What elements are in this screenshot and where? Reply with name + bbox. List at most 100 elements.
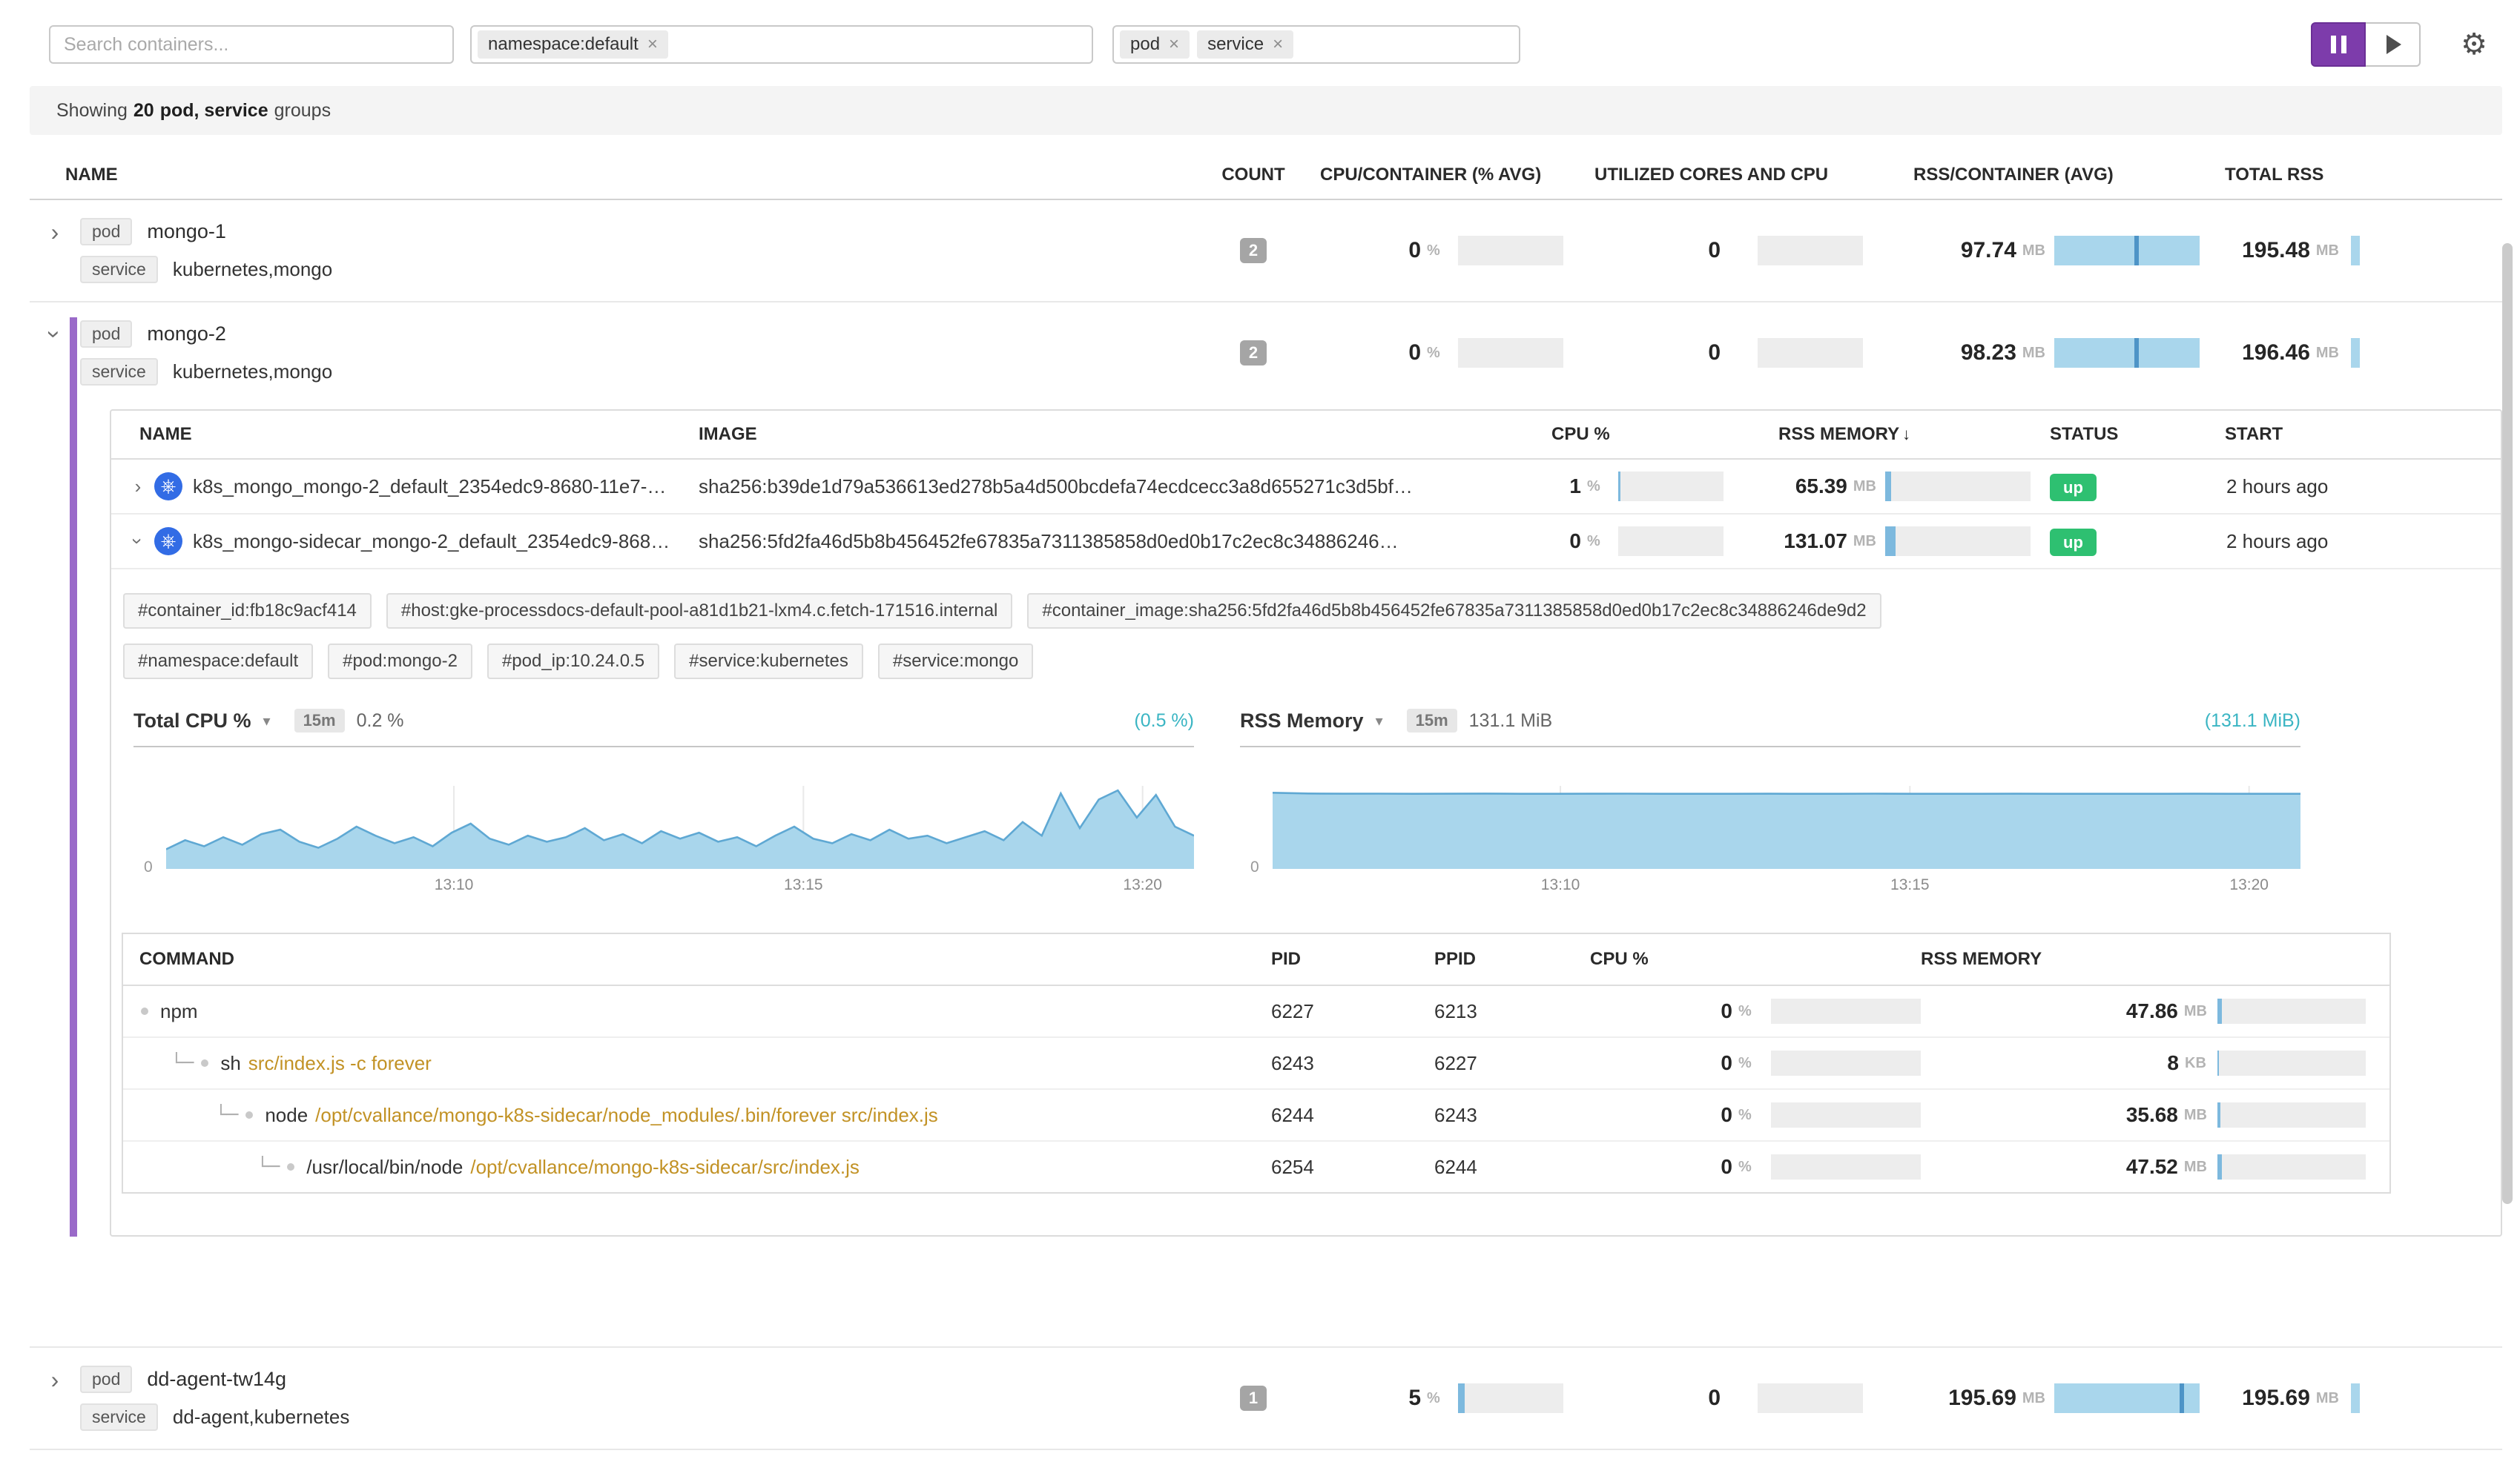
expanded-indicator-bar xyxy=(70,317,77,1237)
col-container-cpu[interactable]: CPU % xyxy=(1548,424,1734,445)
pod-name[interactable]: mongo-2 xyxy=(147,322,226,345)
scrollbar-thumb[interactable] xyxy=(2502,243,2513,1204)
process-table-header: COMMAND PID PPID CPU % RSS MEMORY xyxy=(123,934,2389,986)
chart-title[interactable]: Total CPU % xyxy=(133,710,251,732)
container-name[interactable]: k8s_mongo-sidecar_mongo-2_default_2354ed… xyxy=(193,530,670,553)
col-container-start[interactable]: START xyxy=(2216,424,2501,445)
pause-button[interactable] xyxy=(2311,22,2366,67)
x-axis: 13:10 13:15 13:20 xyxy=(1273,869,2300,894)
col-utilized-cores[interactable]: UTILIZED CORES AND CPU xyxy=(1580,165,1899,185)
process-row-sh[interactable]: └─ sh src/index.js -c forever 6243 6227 … xyxy=(123,1038,2389,1090)
chart-title[interactable]: RSS Memory xyxy=(1240,710,1364,732)
col-pid[interactable]: PID xyxy=(1271,949,1434,970)
rss-avg-cell: 98.23 MB xyxy=(1899,338,2210,368)
container-status-cell: up xyxy=(2038,475,2216,498)
x-tick: 13:10 xyxy=(1541,876,1580,894)
container-rss-value: 65.39 xyxy=(1795,474,1847,498)
pod-name[interactable]: mongo-1 xyxy=(147,220,226,243)
container-name[interactable]: k8s_mongo_mongo-2_default_2354edc9-8680-… xyxy=(193,475,666,498)
process-rss-value: 47.52 xyxy=(2126,1155,2178,1179)
live-containers-app: namespace:default × pod × service × xyxy=(0,0,2520,1462)
group-row-mongo-1[interactable]: › pod mongo-1 service kubernetes,mongo 2… xyxy=(30,200,2502,302)
container-cpu-bar xyxy=(1618,472,1724,501)
cpu-avg-unit: % xyxy=(1427,242,1449,259)
process-pid: 6254 xyxy=(1271,1156,1434,1179)
tag[interactable]: #service:mongo xyxy=(878,644,1033,679)
chevron-right-icon[interactable]: › xyxy=(125,477,151,496)
process-rss-cell: 47.52 MB xyxy=(1921,1154,2389,1180)
cpu-avg-bar xyxy=(1458,1383,1563,1413)
remove-tag-icon[interactable]: × xyxy=(647,36,658,53)
container-status-cell: up xyxy=(2038,530,2216,553)
chevron-right-icon[interactable]: › xyxy=(30,220,80,244)
process-ppid: 6213 xyxy=(1434,1000,1590,1023)
col-ppid[interactable]: PPID xyxy=(1434,949,1590,970)
container-row-mongo-sidecar[interactable]: › ⎈ k8s_mongo-sidecar_mongo-2_default_23… xyxy=(111,515,2501,569)
cpu-avg-value: 5 xyxy=(1408,1386,1421,1411)
col-proc-cpu[interactable]: CPU % xyxy=(1590,949,1921,970)
container-cpu-bar xyxy=(1618,526,1724,556)
group-tag-pod[interactable]: pod × xyxy=(1120,30,1190,59)
cpu-avg-unit: % xyxy=(1427,345,1449,362)
play-button[interactable] xyxy=(2366,22,2421,67)
container-panel: NAME IMAGE CPU % RSS MEMORY↓ STATUS STAR… xyxy=(110,409,2502,1237)
group-row-processdocs-task[interactable]: › pod processdocs-task-644677813-vljfh s… xyxy=(30,1450,2502,1462)
process-row-node[interactable]: └─ /usr/local/bin/node /opt/cvallance/mo… xyxy=(123,1142,2389,1192)
search-input[interactable] xyxy=(49,25,454,64)
cpu-avg-value: 0 xyxy=(1408,340,1421,366)
cores-value: 0 xyxy=(1708,1386,1721,1411)
process-ppid: 6243 xyxy=(1434,1104,1590,1127)
col-command[interactable]: COMMAND xyxy=(123,949,1271,970)
filter-input[interactable]: namespace:default × xyxy=(470,25,1093,64)
process-cpu-unit: % xyxy=(1738,1107,1761,1124)
group-table: NAME COUNT CPU/CONTAINER (% AVG) UTILIZE… xyxy=(30,148,2502,1462)
tree-branch-icon: └─ xyxy=(171,1052,194,1074)
settings-gear-icon[interactable]: ⚙ xyxy=(2461,30,2487,59)
col-container-name[interactable]: NAME xyxy=(111,424,699,445)
cpu-chart: Total CPU % ▾ 15m 0.2 % (0.5 %) 0 xyxy=(133,709,1194,894)
caret-down-icon[interactable]: ▾ xyxy=(1376,712,1383,730)
process-cpu-bar xyxy=(1771,1154,1921,1180)
col-container-status[interactable]: STATUS xyxy=(2038,424,2216,445)
tag[interactable]: #namespace:default xyxy=(123,644,313,679)
tag[interactable]: #pod_ip:10.24.0.5 xyxy=(487,644,659,679)
col-container-image[interactable]: IMAGE xyxy=(699,424,1548,445)
group-row-mongo-2[interactable]: › pod mongo-2 service kubernetes,mongo 2… xyxy=(30,302,2502,403)
col-rss-avg[interactable]: RSS/CONTAINER (AVG) xyxy=(1899,165,2210,185)
caret-down-icon[interactable]: ▾ xyxy=(263,712,271,730)
tag[interactable]: #service:kubernetes xyxy=(674,644,863,679)
group-table-header: NAME COUNT CPU/CONTAINER (% AVG) UTILIZE… xyxy=(30,148,2502,200)
pod-kind-pill: pod xyxy=(80,218,132,245)
col-count[interactable]: COUNT xyxy=(1201,165,1305,185)
col-cpu-avg[interactable]: CPU/CONTAINER (% AVG) xyxy=(1305,165,1580,185)
chevron-down-icon[interactable]: › xyxy=(43,309,67,360)
cores-value: 0 xyxy=(1708,340,1721,366)
pod-kind-pill: pod xyxy=(80,1366,132,1393)
group-by-input[interactable]: pod × service × xyxy=(1112,25,1520,64)
group-row-dd-agent[interactable]: › pod dd-agent-tw14g service dd-agent,ku… xyxy=(30,1348,2502,1450)
process-row-npm[interactable]: npm 6227 6213 0 % 47.86 MB xyxy=(123,986,2389,1038)
chevron-down-icon[interactable]: › xyxy=(128,528,148,555)
service-names: kubernetes,mongo xyxy=(173,360,332,383)
chevron-right-icon[interactable]: › xyxy=(30,1368,80,1392)
process-cpu-cell: 0 % xyxy=(1590,999,1921,1024)
tag[interactable]: #pod:mongo-2 xyxy=(328,644,472,679)
process-row-node-forever[interactable]: └─ node /opt/cvallance/mongo-k8s-sidecar… xyxy=(123,1090,2389,1142)
filter-tag-namespace[interactable]: namespace:default × xyxy=(478,30,668,59)
remove-tag-icon[interactable]: × xyxy=(1169,36,1179,53)
col-name[interactable]: NAME xyxy=(30,165,1201,185)
pod-name[interactable]: dd-agent-tw14g xyxy=(147,1368,286,1391)
tag[interactable]: #host:gke-processdocs-default-pool-a81d1… xyxy=(386,593,1012,629)
container-row-mongo[interactable]: › ⎈ k8s_mongo_mongo-2_default_2354edc9-8… xyxy=(111,460,2501,515)
col-total-rss[interactable]: TOTAL RSS xyxy=(2210,165,2502,185)
col-container-rss[interactable]: RSS MEMORY↓ xyxy=(1734,424,2038,445)
container-image: sha256:b39de1d79a536613ed278b5a4d500bcde… xyxy=(699,475,1548,498)
remove-tag-icon[interactable]: × xyxy=(1273,36,1283,53)
status-suffix: groups xyxy=(274,100,331,122)
process-rss-unit: MB xyxy=(2184,1003,2207,1020)
tag[interactable]: #container_id:fb18c9acf414 xyxy=(123,593,372,629)
total-rss-unit: MB xyxy=(2316,242,2339,259)
col-proc-rss[interactable]: RSS MEMORY xyxy=(1921,949,2389,970)
group-tag-service[interactable]: service × xyxy=(1197,30,1293,59)
tag[interactable]: #container_image:sha256:5fd2fa46d5b8b456… xyxy=(1027,593,1881,629)
